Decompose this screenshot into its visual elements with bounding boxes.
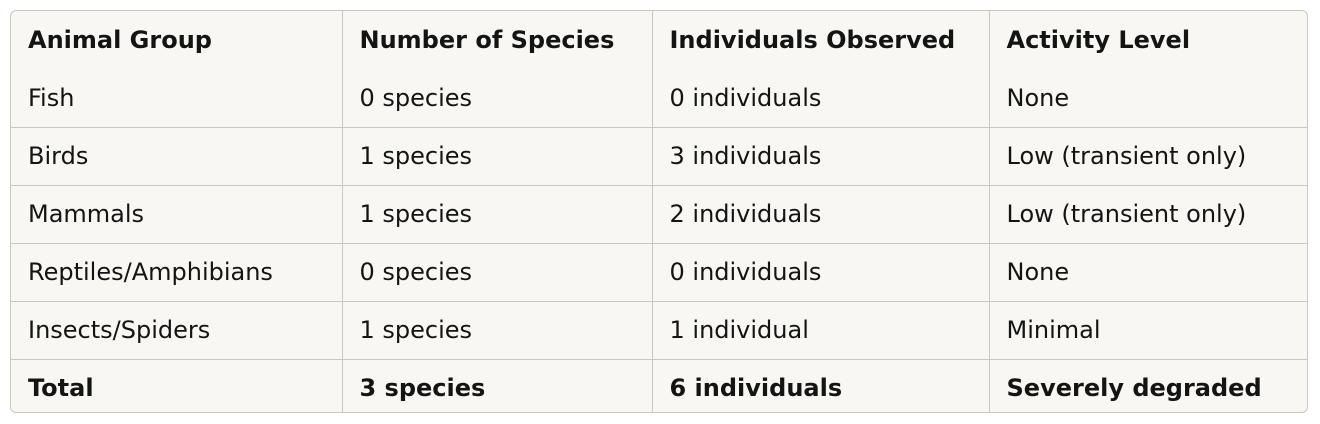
table-cell: 0 individuals <box>652 69 990 128</box>
table-cell: Fish <box>11 69 343 128</box>
table-cell: Severely degraded <box>1006 374 1262 403</box>
table-cell: Low (transient only) <box>989 185 1307 244</box>
table-cell: 6 individuals <box>652 359 990 412</box>
table-cell: 0 species <box>342 243 653 302</box>
table-cell: 1 species <box>342 185 653 244</box>
table-cell: Low (transient only) <box>989 127 1307 186</box>
table-cell: 2 individuals <box>652 185 990 244</box>
table-row: Fish 0 species 0 individuals None <box>11 69 1307 128</box>
data-table: Animal Group Number of Species Individuals… <box>11 11 1307 412</box>
table-cell: 1 species <box>342 301 653 360</box>
table-head: Animal Group Number of Species Individuals… <box>11 11 1307 69</box>
table-cell: Total <box>11 359 343 412</box>
table-row: Total 3 species 6 individuals Severely degr… <box>11 359 1307 412</box>
table-body: Fish 0 species 0 individuals None Birds 1 spe… <box>11 69 1307 412</box>
table-cell: Insects/Spiders <box>11 301 343 360</box>
table-cell: None <box>989 243 1307 302</box>
table-cell: 3 individuals <box>652 127 990 186</box>
table-cell: None <box>989 69 1307 128</box>
table-cell: Birds <box>11 127 343 186</box>
table-cell: Mammals <box>11 185 343 244</box>
table-row: Insects/Spiders 1 species 1 individual Mini… <box>11 301 1307 360</box>
header-cell: Number of Species <box>342 11 653 69</box>
table-row: Mammals 1 species 2 individuals Low (transi… <box>11 185 1307 244</box>
table-cell: 1 individual <box>652 301 990 360</box>
table-cell: 3 species <box>342 359 653 412</box>
header-cell: Activity Level <box>1006 26 1191 54</box>
table-row: Birds 1 species 3 individuals Low (transien… <box>11 127 1307 186</box>
table-row: Reptiles/Amphibians 0 species 0 individual… <box>11 243 1307 302</box>
header-cell: Individuals Observed <box>652 11 990 69</box>
table-cell: Reptiles/Amphibians <box>11 243 343 302</box>
table-cell: 0 individuals <box>652 243 990 302</box>
table-cell: Minimal <box>989 301 1307 360</box>
table-cell: 0 species <box>342 69 653 128</box>
table-cell: 1 species <box>342 127 653 186</box>
header-row: Animal Group Number of Species Individuals… <box>11 11 1307 69</box>
table-frame: Animal Group Number of Species Individuals… <box>10 10 1308 413</box>
header-cell: Animal Group <box>11 11 343 69</box>
